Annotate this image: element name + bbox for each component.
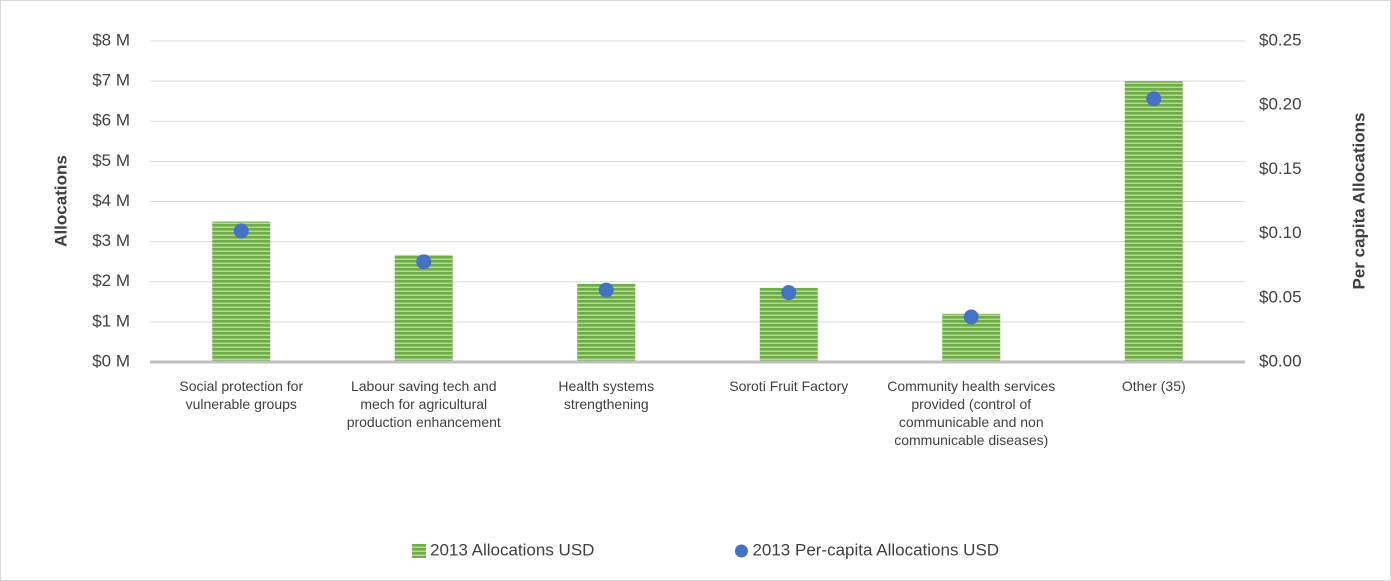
y2-tick-label: $0.25	[1259, 30, 1302, 49]
y-tick-label: $5 M	[92, 151, 130, 170]
y-tick-label: $6 M	[92, 111, 130, 130]
y2-tick-label: $0.20	[1259, 95, 1302, 114]
legend-marker	[412, 544, 426, 558]
bar	[1124, 81, 1183, 362]
legend-label: 2013 Allocations USD	[430, 540, 594, 559]
bar	[394, 254, 453, 362]
y-axis-title: Allocations	[51, 155, 70, 247]
x-tick-label: Labour saving tech and mech for agricult…	[346, 378, 501, 430]
y2-tick-label: $0.15	[1259, 159, 1302, 178]
point	[598, 282, 614, 298]
x-tick-label: Other (35)	[1121, 378, 1186, 394]
point	[963, 309, 979, 325]
x-tick-label: Social protection for vulnerable groups	[179, 378, 304, 412]
y-tick-label: $2 M	[92, 271, 130, 290]
y-tick-label: $4 M	[92, 191, 130, 210]
bar	[212, 221, 271, 362]
x-tick-label: Soroti Fruit Factory	[729, 378, 849, 394]
y-tick-label: $8 M	[92, 30, 130, 49]
y2-tick-label: $0.00	[1259, 351, 1302, 370]
x-tick-label: Community health services provided (cont…	[887, 378, 1056, 448]
y-tick-label: $1 M	[92, 311, 130, 330]
y2-axis-title: Per capita Allocations	[1349, 113, 1368, 290]
legend-marker	[734, 544, 748, 558]
y-tick-label: $3 M	[92, 231, 130, 250]
x-tick-label: Health systems strengthening	[558, 378, 655, 412]
y-tick-label: $0 M	[92, 351, 130, 370]
y2-tick-label: $0.05	[1259, 287, 1302, 306]
point	[781, 285, 797, 301]
y-tick-label: $7 M	[92, 71, 130, 90]
point	[233, 223, 249, 239]
point	[1146, 91, 1162, 107]
legend-label: 2013 Per-capita Allocations USD	[752, 540, 999, 559]
point	[416, 254, 432, 270]
y2-tick-label: $0.10	[1259, 223, 1302, 242]
